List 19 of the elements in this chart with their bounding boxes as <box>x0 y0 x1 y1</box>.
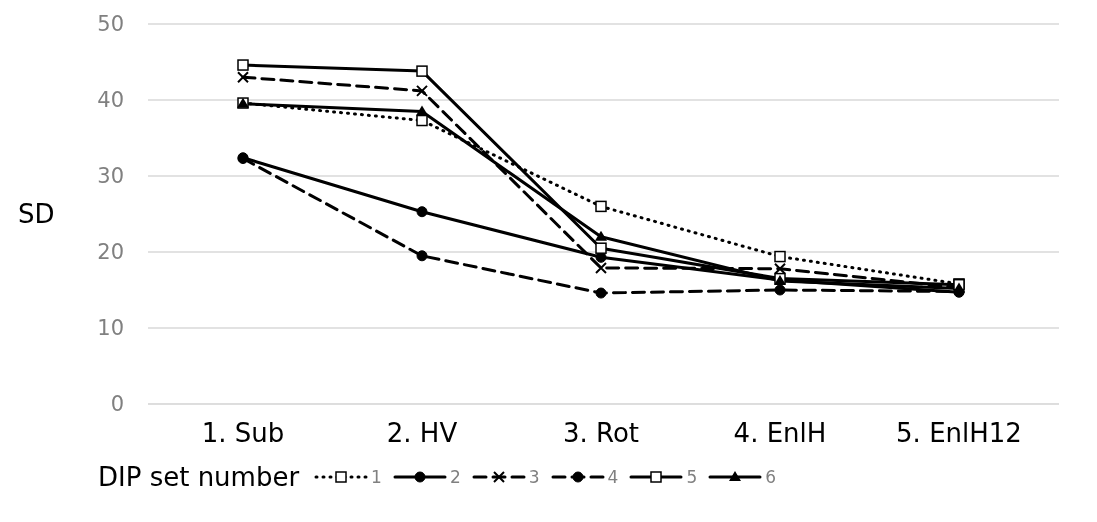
x-tick-label: 4. EnlH <box>733 418 827 449</box>
x-tick-label: 5. EnlH12 <box>896 418 1022 449</box>
y-tick-label: 10 <box>97 316 124 341</box>
y-tick-label: 0 <box>110 392 124 417</box>
x-tick-label: 3. Rot <box>562 418 640 449</box>
y-tick-label: 30 <box>97 164 124 189</box>
x-tick-label: 2. HV <box>386 418 458 449</box>
legend-label: 6 <box>765 467 777 487</box>
legend-label: 2 <box>449 467 461 487</box>
y-axis-title: SD <box>18 199 55 230</box>
legend-label: 4 <box>607 467 619 487</box>
y-tick-label: 20 <box>97 240 124 265</box>
y-tick-label: 50 <box>97 12 124 37</box>
legend-title: DIP set number <box>98 462 300 492</box>
legend-label: 1 <box>371 467 382 487</box>
y-tick-label: 40 <box>97 88 124 113</box>
legend-label: 5 <box>686 467 698 487</box>
legend-label: 3 <box>528 467 540 487</box>
x-tick-label: 1. Sub <box>201 418 285 449</box>
